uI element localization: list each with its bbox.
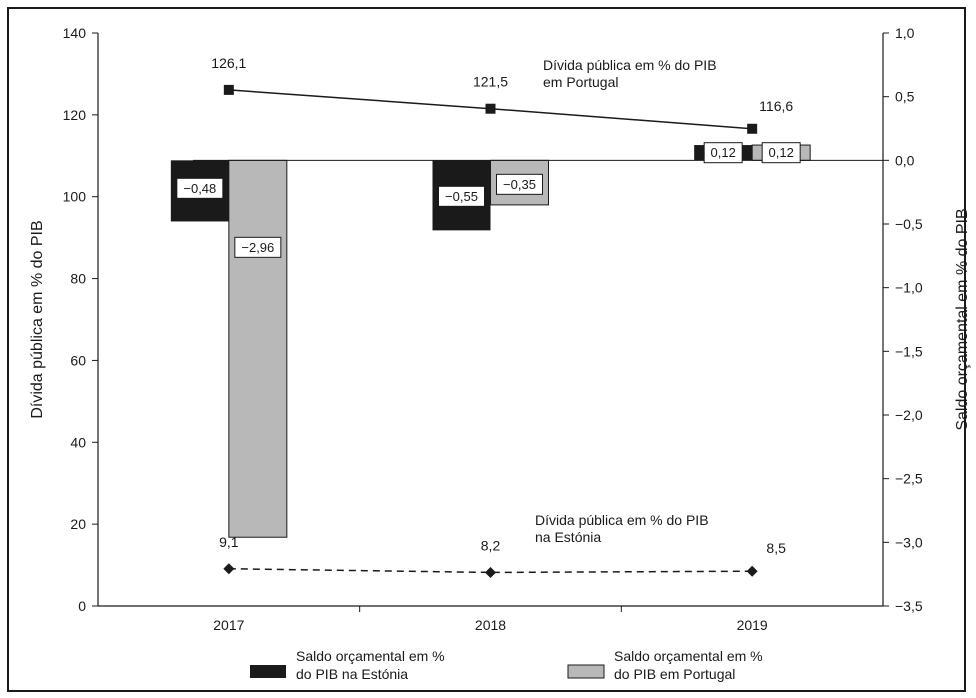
marker-diamond <box>485 566 496 578</box>
left-tick-label: 140 <box>63 25 87 41</box>
bar-label-box <box>438 185 485 207</box>
left-tick-label: 40 <box>70 434 86 450</box>
marker-square <box>747 123 758 134</box>
marker-diamond <box>223 563 235 575</box>
bar-value-label: −0,35 <box>503 177 536 192</box>
line-value-label: 121,5 <box>473 74 508 90</box>
left-axis-label: Dívida pública em % do PIB <box>29 220 46 418</box>
line-value-label: 9,1 <box>219 534 239 550</box>
right-tick-label: 0,5 <box>895 89 915 105</box>
marker-square <box>223 84 234 95</box>
line-value-label: 126,1 <box>211 55 246 71</box>
line-annotation: em Portugal <box>543 74 618 90</box>
legend: Saldo orçamental em % do PIB na Estónia Sa… <box>250 648 763 682</box>
lines-layer <box>223 84 758 578</box>
left-tick-label: 80 <box>70 271 86 287</box>
line-annotation: na Estónia <box>535 529 601 545</box>
bar-value-label: −0,55 <box>445 189 478 204</box>
bar-value-label: −2,96 <box>241 240 274 255</box>
right-tick-label: −3,5 <box>895 598 923 614</box>
line-value-label: 116,6 <box>759 98 793 114</box>
line-annotation: Dívida pública em % do PIB <box>535 512 709 528</box>
chart-frame <box>7 7 966 692</box>
marker-diamond <box>746 565 758 577</box>
bar-label-box <box>703 142 743 164</box>
right-tick-label: −1,5 <box>895 343 923 359</box>
bars-layer <box>170 144 811 538</box>
x-tick-label: 2018 <box>475 617 506 633</box>
right-tick-label: −3,0 <box>895 534 923 550</box>
bar-label-box <box>496 173 543 195</box>
bar-label-box <box>761 142 801 164</box>
bar-label-box <box>176 177 224 199</box>
labels-layer: −0,48 −0,55 0,12 −2,96 −0,35 0,12 126,1 121,5 11… <box>176 55 801 556</box>
x-tick-label: 2017 <box>213 617 244 633</box>
line-estonia <box>228 568 753 574</box>
bar-portugal-2017 <box>228 159 288 538</box>
legend-label: Saldo orçamental em % <box>296 648 445 664</box>
left-tick-label: 60 <box>70 352 86 368</box>
legend-swatch <box>250 665 286 678</box>
right-tick-label: 0,0 <box>895 152 915 168</box>
right-tick-label: 1,0 <box>895 25 915 41</box>
left-tick-label: 0 <box>78 598 86 614</box>
legend-swatch <box>567 664 605 679</box>
left-tick-label: 100 <box>63 189 87 205</box>
line-annotation: Dívida pública em % do PIB <box>543 57 717 73</box>
right-tick-label: −1,0 <box>895 280 923 296</box>
left-tick-label: 120 <box>63 107 87 123</box>
legend-label: Saldo orçamental em % <box>614 648 763 664</box>
bar-value-label: −0,48 <box>183 181 216 196</box>
x-tick-label: 2019 <box>737 617 768 633</box>
legend-label: do PIB na Estónia <box>296 666 408 682</box>
right-tick-label: −2,0 <box>895 407 923 423</box>
left-tick-label: 20 <box>70 516 86 532</box>
bar-value-label: 0,12 <box>711 145 736 160</box>
right-tick-label: −0,5 <box>895 216 923 232</box>
line-value-label: 8,2 <box>481 537 501 553</box>
marker-square <box>485 103 496 114</box>
right-tick-label: −2,5 <box>895 471 923 487</box>
right-axis-label: Saldo orçamental em % do PIB <box>954 208 971 430</box>
legend-label: do PIB em Portugal <box>614 666 735 682</box>
bar-label-box <box>234 236 282 258</box>
line-value-label: 8,5 <box>766 540 786 556</box>
bar-value-label: 0,12 <box>769 145 794 160</box>
